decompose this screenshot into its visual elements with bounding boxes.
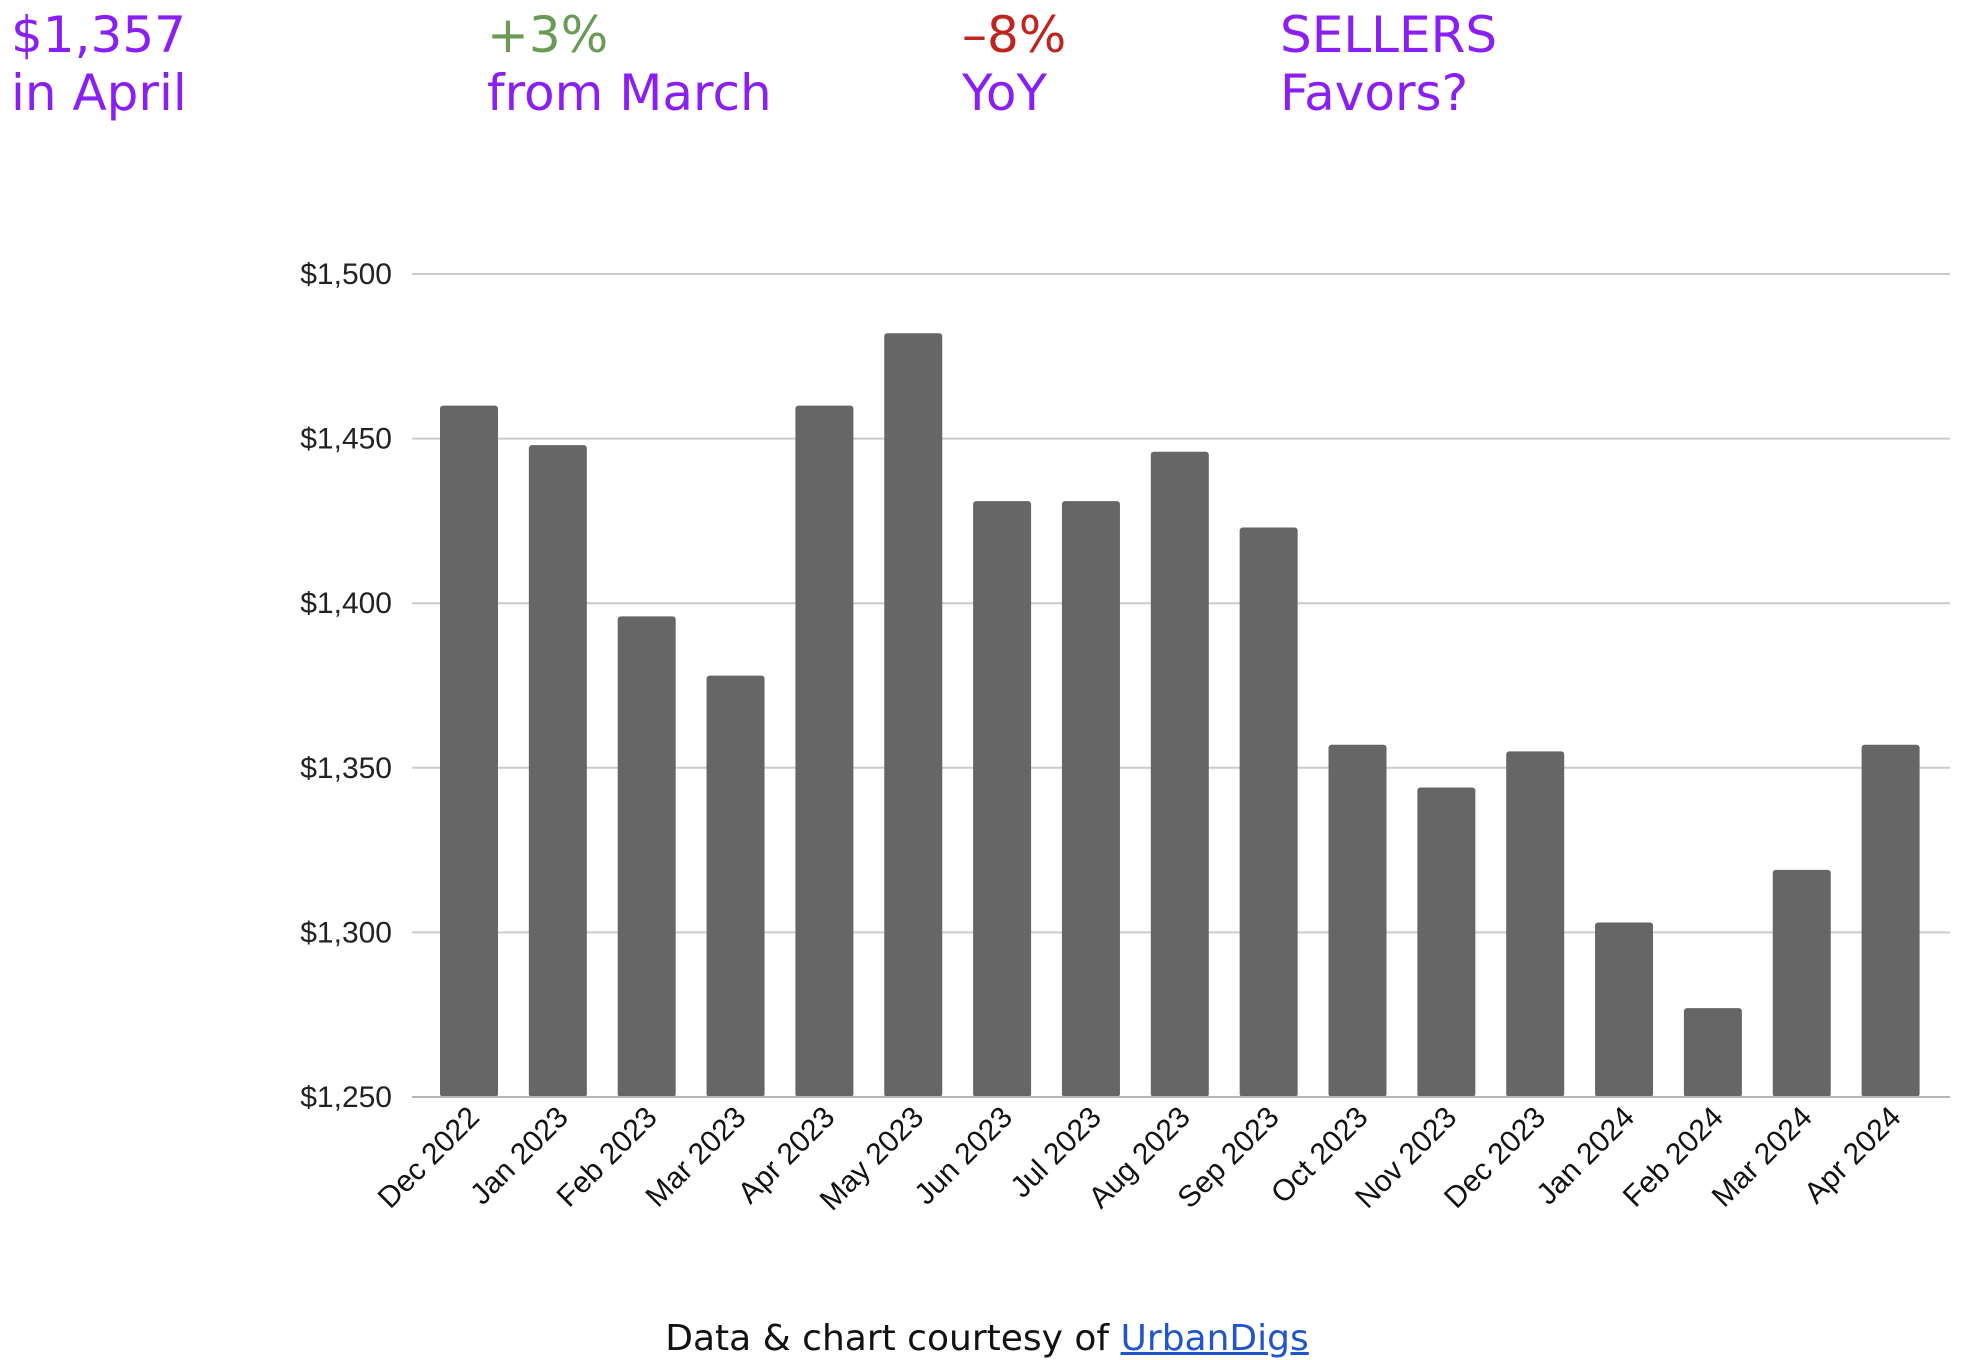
urbandigs-link[interactable]: UrbanDigs [1120,1318,1309,1359]
x-tick-label: Dec 2022 [372,1101,486,1215]
stat-yoy-value: –8% [962,6,1067,64]
x-tick-label: Apr 2024 [1798,1101,1907,1210]
y-tick-label: $1,500 [300,258,392,291]
stat-price-value: $1,357 [11,6,186,64]
bar [795,405,854,1097]
footer-text: Data & chart courtesy of [665,1318,1110,1359]
stat-price-label: in April [11,64,187,122]
bar [884,333,943,1098]
stat-yoy-label: YoY [962,64,1048,122]
stat-mom-label: from March [487,64,772,122]
bar [1239,527,1298,1097]
y-tick-label: $1,250 [300,1081,392,1114]
y-tick-label: $1,400 [300,587,392,620]
bar [1595,922,1654,1097]
stat-month-over-month: +3% from March [487,6,772,122]
footer-credit: Data & chart courtesy of UrbanDigs [0,1318,1974,1359]
bar [1150,451,1209,1097]
bar [528,445,587,1098]
bar [1683,1008,1742,1097]
stat-favors-value: SELLERS [1280,6,1498,64]
bar [1328,744,1387,1097]
stat-favors: SELLERS Favors? [1280,6,1497,122]
y-tick-label: $1,350 [300,752,392,785]
bar [1417,787,1476,1097]
stat-year-over-year: –8% YoY [962,6,1066,122]
bar-chart: $1,250 $1,300 $1,350 $1,400 $1,450 $1,500 Dec… [300,258,1950,1217]
y-tick-label: $1,450 [300,423,392,456]
bar [440,405,498,1097]
bar [1506,751,1565,1097]
x-tick-label: Jun 2023 [908,1101,1019,1212]
bar [1861,744,1920,1097]
stat-price: $1,357 in April [11,6,187,122]
bars [440,333,1920,1098]
bar [1061,501,1120,1097]
stat-mom-value: +3% [487,6,609,64]
bar [973,501,1032,1097]
bar [1772,869,1831,1097]
bar [706,675,765,1097]
y-tick-label: $1,300 [300,916,392,949]
stat-favors-label: Favors? [1280,64,1469,122]
bar [617,616,676,1097]
y-axis-tick-labels: $1,250 $1,300 $1,350 $1,400 $1,450 $1,500 [300,258,392,1114]
